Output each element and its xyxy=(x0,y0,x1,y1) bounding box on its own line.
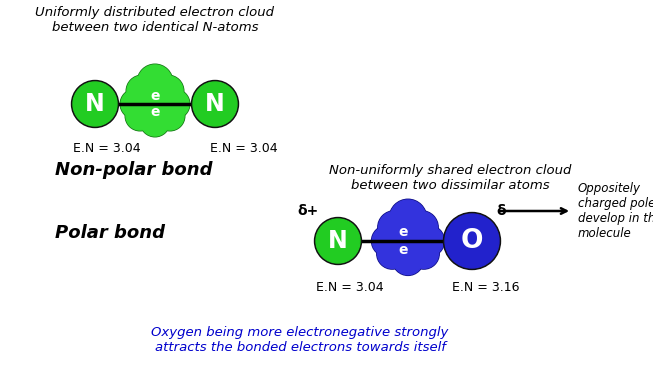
Circle shape xyxy=(161,90,189,118)
Circle shape xyxy=(377,238,407,269)
Text: Oxygen being more electronegative strongly
attracts the bonded electrons towards: Oxygen being more electronegative strong… xyxy=(151,326,449,354)
Circle shape xyxy=(140,107,170,137)
Circle shape xyxy=(390,223,426,259)
Circle shape xyxy=(389,199,426,237)
Text: δ+: δ+ xyxy=(297,204,319,218)
Circle shape xyxy=(126,75,158,107)
Circle shape xyxy=(413,225,445,257)
Circle shape xyxy=(125,101,155,131)
Text: e: e xyxy=(398,243,407,257)
Circle shape xyxy=(121,90,149,118)
Circle shape xyxy=(73,82,117,126)
Circle shape xyxy=(156,102,184,130)
Text: δ-: δ- xyxy=(496,204,512,218)
Circle shape xyxy=(152,75,183,107)
Circle shape xyxy=(120,89,150,119)
Text: e: e xyxy=(150,105,160,119)
Circle shape xyxy=(160,89,190,119)
Circle shape xyxy=(138,65,172,99)
Circle shape xyxy=(414,226,443,256)
Text: Non-uniformly shared electron cloud
between two dissimilar atoms: Non-uniformly shared electron cloud betw… xyxy=(329,164,571,192)
Text: Oppositely
charged poles
develop in the
molecule: Oppositely charged poles develop in the … xyxy=(578,182,653,240)
Circle shape xyxy=(372,225,402,257)
Text: Non-polar bond: Non-polar bond xyxy=(55,161,212,179)
Circle shape xyxy=(191,81,238,127)
Text: Uniformly distributed electron cloud
between two identical N-atoms: Uniformly distributed electron cloud bet… xyxy=(35,6,274,34)
Circle shape xyxy=(379,212,410,243)
Circle shape xyxy=(138,87,172,121)
Text: O: O xyxy=(461,228,483,254)
Circle shape xyxy=(392,244,424,275)
Circle shape xyxy=(153,76,183,106)
Text: E.N = 3.04: E.N = 3.04 xyxy=(73,142,140,155)
Circle shape xyxy=(193,82,237,126)
Circle shape xyxy=(391,224,425,258)
Circle shape xyxy=(71,81,118,127)
Circle shape xyxy=(372,226,402,256)
Circle shape xyxy=(316,219,360,263)
Circle shape xyxy=(141,108,169,136)
Text: e: e xyxy=(398,225,407,239)
Circle shape xyxy=(443,213,500,269)
Circle shape xyxy=(405,211,438,244)
Text: N: N xyxy=(85,92,105,116)
Circle shape xyxy=(377,239,407,268)
Circle shape xyxy=(139,88,171,120)
Text: e: e xyxy=(150,89,160,103)
Circle shape xyxy=(445,214,499,268)
Circle shape xyxy=(390,200,426,236)
Circle shape xyxy=(137,64,173,100)
Circle shape xyxy=(393,245,422,274)
Text: E.N = 3.04: E.N = 3.04 xyxy=(316,281,383,294)
Circle shape xyxy=(126,102,154,130)
Circle shape xyxy=(315,217,362,264)
Circle shape xyxy=(408,238,439,269)
Text: E.N = 3.04: E.N = 3.04 xyxy=(210,142,278,155)
Circle shape xyxy=(406,212,438,243)
Circle shape xyxy=(127,76,157,106)
Text: N: N xyxy=(328,229,348,253)
Text: N: N xyxy=(205,92,225,116)
Circle shape xyxy=(155,101,185,131)
Text: Polar bond: Polar bond xyxy=(55,224,165,242)
Circle shape xyxy=(378,211,411,244)
Circle shape xyxy=(409,239,438,268)
Text: E.N = 3.16: E.N = 3.16 xyxy=(452,281,520,294)
